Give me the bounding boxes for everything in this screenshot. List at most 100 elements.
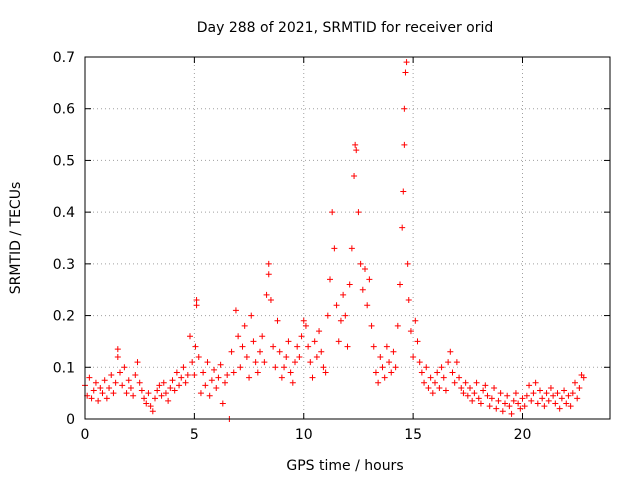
data-point (539, 395, 546, 402)
data-point (475, 395, 482, 402)
data-point (552, 400, 559, 407)
data-point (189, 359, 196, 366)
data-point (432, 379, 438, 386)
data-point (364, 302, 371, 309)
data-point (259, 333, 266, 340)
data-point (296, 353, 303, 360)
data-point (213, 384, 220, 391)
data-point (456, 374, 463, 381)
chart-title: Day 288 of 2021, SRMTID for receiver ori… (197, 20, 494, 36)
x-tick-label: 10 (295, 427, 313, 443)
data-point (416, 359, 423, 366)
data-point (134, 359, 141, 366)
data-point (208, 377, 215, 384)
data-point (162, 390, 169, 397)
data-point (331, 245, 338, 252)
data-point (119, 382, 126, 389)
data-point (239, 343, 246, 350)
data-point (289, 379, 296, 386)
data-point (333, 302, 340, 309)
data-point (423, 364, 430, 371)
data-point (537, 387, 543, 394)
y-axis-label: SRMTID / TECUs (8, 182, 24, 295)
data-point (254, 369, 261, 376)
data-point (193, 297, 200, 304)
data-point (541, 403, 548, 410)
data-point (458, 384, 465, 391)
data-point (178, 374, 185, 381)
axis-ticks: 0 0.1 0.2 0.3 0.4 0.5 0.6 0.7 0 5 10 15 20 (53, 50, 610, 443)
data-point (512, 390, 519, 397)
data-point (292, 359, 298, 366)
data-point (195, 353, 202, 360)
data-point (534, 400, 541, 407)
data-point (462, 379, 469, 386)
data-point (510, 397, 517, 404)
data-point (235, 333, 242, 340)
grid-lines (85, 57, 610, 419)
data-point (141, 395, 148, 402)
data-point (103, 395, 110, 402)
data-point (504, 392, 511, 399)
data-point (265, 271, 272, 278)
data-point (425, 384, 432, 391)
data-point (348, 245, 355, 252)
data-point (392, 364, 399, 371)
data-point (400, 188, 407, 195)
data-point (241, 322, 248, 329)
data-point (550, 392, 557, 399)
data-point (506, 403, 513, 410)
y-tick-label: 0.3 (53, 257, 75, 273)
data-point (394, 322, 401, 329)
data-point (508, 410, 515, 417)
data-point (359, 286, 366, 293)
y-tick-label: 0.1 (53, 360, 75, 376)
y-tick-label: 0.6 (53, 102, 75, 118)
data-point (404, 260, 411, 267)
data-point (147, 403, 154, 410)
data-point (401, 105, 408, 112)
data-point (184, 372, 191, 379)
data-point (110, 390, 117, 397)
data-point (526, 382, 533, 389)
data-point (165, 397, 172, 404)
data-point (121, 364, 128, 371)
data-point (386, 359, 393, 366)
data-point (211, 366, 218, 373)
data-point (372, 369, 379, 376)
data-point (143, 400, 150, 407)
data-point (477, 400, 484, 407)
y-tick-label: 0.7 (53, 50, 75, 66)
x-tick-label: 5 (190, 427, 199, 443)
data-point (405, 297, 412, 304)
data-point (517, 405, 524, 412)
data-point (449, 369, 456, 376)
data-point (322, 369, 329, 376)
data-point (320, 364, 327, 371)
data-point (530, 390, 537, 397)
data-point (379, 364, 386, 371)
data-point (171, 387, 178, 394)
data-point (257, 348, 263, 355)
data-point (114, 346, 121, 353)
data-point (480, 387, 487, 394)
data-point (484, 392, 491, 399)
data-point (265, 260, 272, 267)
data-point (132, 372, 139, 379)
data-point (340, 291, 347, 298)
y-tick-label: 0.4 (53, 205, 75, 221)
data-point (176, 382, 183, 389)
data-point (206, 392, 213, 399)
y-tick-label: 0 (66, 412, 75, 428)
data-point (344, 343, 351, 350)
data-point (145, 390, 152, 397)
data-point (197, 390, 204, 397)
data-point (569, 390, 576, 397)
data-point (366, 276, 373, 283)
data-point (547, 384, 554, 391)
y-tick-label: 0.5 (53, 153, 75, 169)
data-point (158, 392, 165, 399)
data-point (316, 328, 323, 335)
data-point (403, 59, 410, 66)
